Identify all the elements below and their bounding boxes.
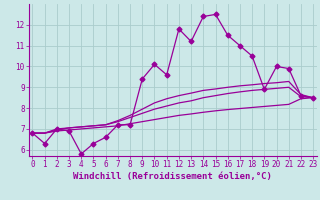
X-axis label: Windchill (Refroidissement éolien,°C): Windchill (Refroidissement éolien,°C) [73, 172, 272, 181]
